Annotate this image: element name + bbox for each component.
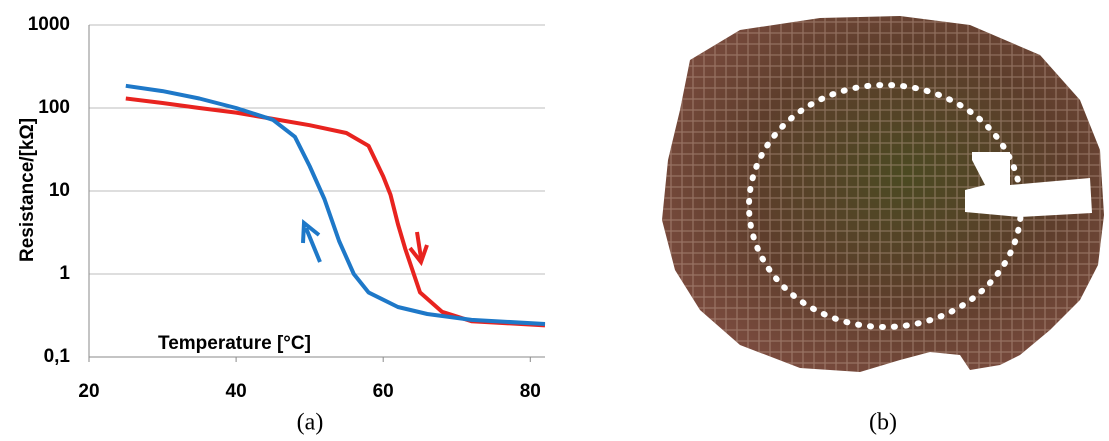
cooling-arrow [304,227,322,263]
cooling-arrow-head [301,218,321,244]
wafer-photo [662,16,1104,372]
x-tick-label: 20 [78,381,99,402]
panel-label: (b) [869,410,897,436]
die-grid [662,16,1104,372]
series-line [125,96,546,328]
y-tick-label: 10 [49,180,70,201]
y-tick-label: 1000 [28,14,70,35]
y-tick-label: 0,1 [44,346,71,367]
y-tick-label: 100 [38,97,70,118]
series-line [125,83,546,326]
x-tick-label: 60 [373,381,394,402]
panel-label: (a) [297,410,324,436]
heating-arrow [415,231,423,259]
x-tick-label: 40 [226,381,247,402]
y-tick-label: 1 [59,263,70,284]
highlight-circle [746,82,1024,330]
heating-arrow-head [408,244,429,267]
x-axis-label: Temperature [°C] [158,333,311,354]
x-tick-label: 80 [520,381,541,402]
wafer-notch [965,152,1092,217]
y-axis-label: Resistance/[kΩ] [17,118,38,262]
